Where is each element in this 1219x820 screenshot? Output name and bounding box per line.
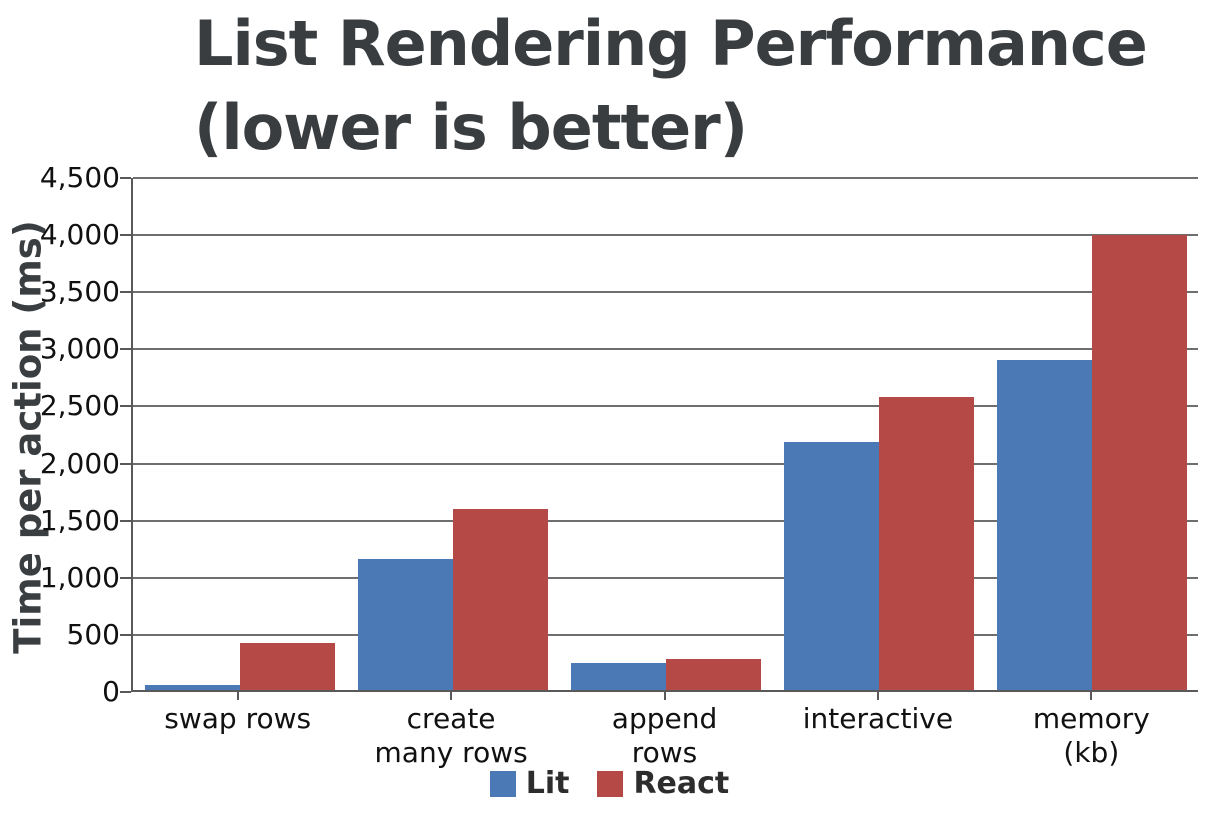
x-tick-swap-rows	[236, 692, 239, 700]
legend-label-react: React	[633, 766, 730, 801]
gridline-2000	[133, 462, 1198, 465]
y-tick-2500	[120, 405, 131, 408]
bar-react-create-many-rows	[452, 509, 548, 690]
chart-title: List Rendering Performance (lower is bet…	[194, 2, 1148, 170]
gridline-1000	[133, 576, 1198, 579]
x-axis-label-text: create many rows	[374, 702, 528, 769]
legend-swatch-react	[597, 770, 624, 797]
bar-group-append-rows	[559, 178, 772, 690]
x-axis-label-interactive: interactive	[771, 702, 984, 770]
bar-group-interactive	[772, 178, 985, 690]
legend-label-lit: Lit	[525, 766, 570, 801]
bar-react-append-rows	[665, 658, 761, 690]
gridline-3500	[133, 291, 1198, 294]
gridline-4000	[133, 234, 1198, 237]
y-tick-label-0: 0	[102, 675, 120, 708]
x-axis-label-text: interactive	[802, 702, 954, 735]
chart-title-line2: (lower is better)	[194, 91, 748, 164]
gridline-3000	[133, 348, 1198, 351]
bar-group-swap-rows	[133, 178, 346, 690]
y-tick-0	[120, 691, 131, 693]
y-tick-4500	[120, 177, 131, 179]
gridline-2500	[133, 405, 1198, 408]
y-tick-3500	[120, 291, 131, 294]
legend-swatch-lit	[489, 770, 516, 797]
bars-layer	[133, 178, 1198, 690]
y-tick-label-3500: 3,500	[39, 275, 120, 309]
x-axis-label-text: memory (kb)	[1032, 702, 1150, 769]
y-tick-3000	[120, 348, 131, 351]
y-tick-1000	[120, 576, 131, 579]
bar-lit-swap-rows	[144, 684, 240, 690]
bar-group-memory-kb	[985, 178, 1198, 690]
x-axis-labels: swap rows create many rows append rows inte…	[131, 702, 1198, 770]
y-tick-label-2000: 2,000	[39, 446, 120, 480]
bar-lit-interactive	[783, 441, 879, 690]
x-tick-interactive	[876, 692, 879, 700]
bar-react-memory-kb	[1091, 234, 1187, 690]
y-tick-label-3000: 3,000	[39, 332, 120, 366]
legend-item-react: React	[597, 766, 729, 801]
y-tick-4000	[120, 234, 131, 237]
x-axis-label-memory-kb: memory (kb)	[985, 702, 1198, 770]
x-tick-create-many-rows	[450, 692, 453, 700]
legend-item-lit: Lit	[489, 766, 570, 801]
bar-lit-create-many-rows	[357, 559, 453, 690]
y-tick-label-500: 500	[66, 617, 120, 651]
x-axis-label-text: append rows	[611, 702, 718, 769]
bar-group-create-many-rows	[346, 178, 559, 690]
y-tick-label-4500: 4,500	[39, 161, 120, 194]
bar-react-swap-rows	[239, 643, 335, 690]
y-tick-2000	[120, 462, 131, 465]
y-tick-label-2500: 2,500	[39, 389, 120, 423]
chart-title-line1: List Rendering Performance	[194, 7, 1148, 80]
y-tick-label-1000: 1,000	[39, 560, 120, 594]
gridline-4500	[133, 177, 1198, 179]
x-axis-label-create-many-rows: create many rows	[344, 702, 557, 770]
bar-react-interactive	[878, 397, 974, 690]
bar-lit-memory-kb	[996, 360, 1092, 690]
x-axis-label-swap-rows: swap rows	[131, 702, 344, 770]
x-tick-memory-kb	[1090, 692, 1093, 700]
y-tick-500	[120, 633, 131, 636]
bar-lit-append-rows	[570, 662, 666, 690]
x-axis-label-append-rows: append rows	[558, 702, 771, 770]
x-axis-label-text: swap rows	[164, 702, 312, 735]
y-tick-1500	[120, 519, 131, 522]
y-tick-label-1500: 1,500	[39, 503, 120, 537]
gridline-500	[133, 633, 1198, 636]
legend: Lit React	[0, 766, 1219, 801]
x-tick-append-rows	[663, 692, 666, 700]
gridline-1500	[133, 519, 1198, 522]
plot-area	[131, 177, 1198, 692]
y-tick-label-4000: 4,000	[39, 218, 120, 252]
